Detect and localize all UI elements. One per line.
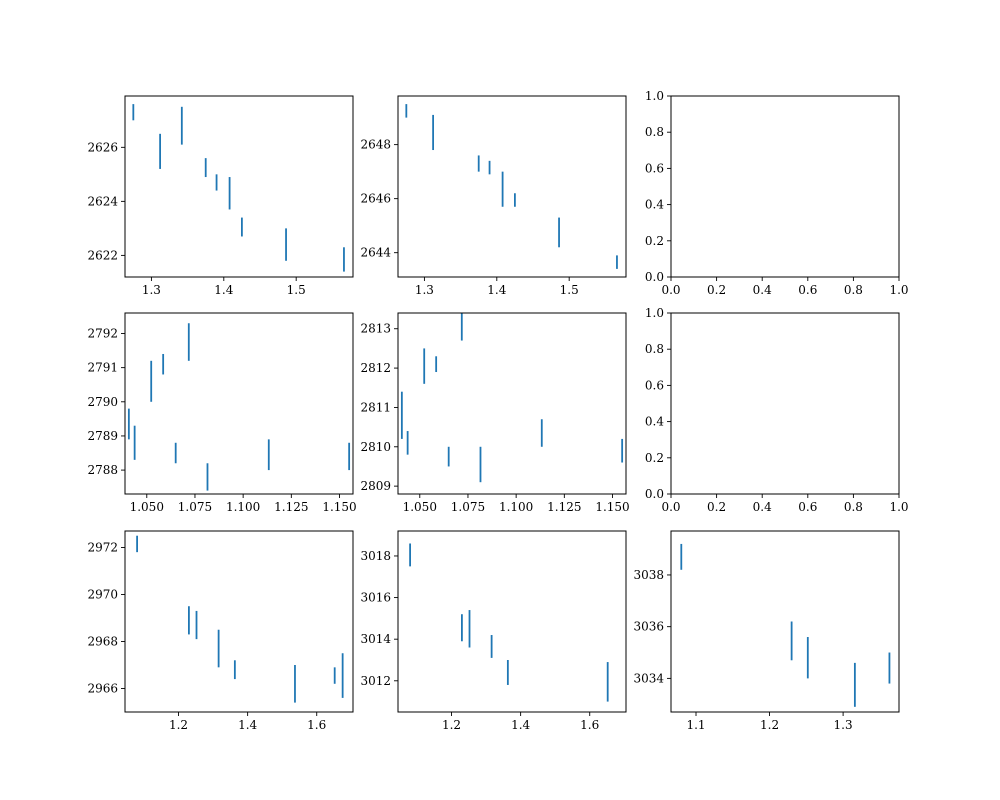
axes-frame: [397, 530, 627, 713]
subplot-r0-c2: 0.0 0.2 0.4 0.6 0.8 1.0 0.0 0.2 0.4 0.6 0.8 1.0: [645, 89, 909, 297]
subplot-r2-c2: 1.1 1.2 1.3 3034 3036 3038: [633, 530, 900, 732]
x-tick-label: 0.8: [844, 500, 863, 514]
x-tick-label: 1.125: [547, 500, 581, 514]
axes-frame: [397, 95, 627, 278]
axes-frame: [124, 312, 354, 495]
x-tick-label: 1.050: [130, 500, 164, 514]
x-tick-label: 1.075: [451, 500, 485, 514]
x-tick-label: 0.2: [707, 500, 726, 514]
y-tick-label: 0.2: [645, 451, 664, 465]
x-tick-label: 1.4: [487, 283, 506, 297]
x-tick-label: 1.4: [511, 718, 530, 732]
axes-frame: [124, 95, 354, 278]
y-tick-label: 2811: [360, 400, 391, 414]
x-tick-label: 1.5: [560, 283, 579, 297]
y-tick-label: 2791: [87, 361, 118, 375]
subplot-r1-c1: 1.050 1.075 1.100 1.125 1.150 2809 2810 2811 281…: [360, 312, 630, 514]
y-tick-label: 2968: [87, 634, 118, 648]
y-tick-label: 2646: [360, 192, 391, 206]
subplot-r1-c0: 1.050 1.075 1.100 1.125 1.150 2788 2789 2790 279…: [87, 312, 357, 514]
y-tick-label: 3034: [633, 671, 664, 685]
x-tick-label: 0.6: [798, 283, 817, 297]
x-tick-label: 1.0: [889, 283, 908, 297]
subplot-r0-c0: 1.3 1.4 1.5 2622 2624 2626: [87, 95, 354, 297]
y-tick-label: 2812: [360, 361, 391, 375]
x-tick-label: 0.0: [661, 283, 680, 297]
axes-frame: [670, 95, 900, 278]
y-tick-label: 0.2: [645, 234, 664, 248]
x-tick-label: 1.0: [889, 500, 908, 514]
y-tick-label: 3016: [360, 591, 391, 605]
x-tick-label: 0.4: [753, 283, 772, 297]
y-tick-label: 0.6: [645, 161, 664, 175]
subplot-r0-c1: 1.3 1.4 1.5 2644 2646 2648: [360, 95, 627, 297]
y-tick-label: 0.4: [645, 415, 664, 429]
y-tick-label: 3038: [633, 568, 664, 582]
y-tick-label: 2626: [87, 140, 118, 154]
subplot-r2-c0: 1.2 1.4 1.6 2966 2968 2970 2972: [87, 530, 354, 732]
y-tick-label: 1.0: [645, 306, 664, 320]
y-tick-label: 0.8: [645, 125, 664, 139]
y-tick-label: 2792: [87, 326, 118, 340]
y-tick-label: 2622: [87, 248, 118, 262]
x-tick-label: 1.6: [580, 718, 599, 732]
x-tick-label: 1.4: [214, 283, 233, 297]
y-tick-label: 2788: [87, 463, 118, 477]
y-tick-label: 2644: [360, 246, 391, 260]
y-tick-label: 2624: [87, 194, 118, 208]
x-tick-label: 1.2: [169, 718, 188, 732]
x-tick-label: 1.4: [238, 718, 257, 732]
x-tick-label: 1.150: [322, 500, 356, 514]
x-tick-label: 1.5: [287, 283, 306, 297]
x-tick-label: 1.150: [595, 500, 629, 514]
x-tick-label: 1.050: [403, 500, 437, 514]
y-tick-label: 0.4: [645, 198, 664, 212]
axes-frame: [670, 530, 900, 713]
x-tick-label: 1.100: [226, 500, 260, 514]
x-tick-label: 1.2: [760, 718, 779, 732]
x-tick-label: 0.8: [844, 283, 863, 297]
y-tick-label: 2809: [360, 479, 391, 493]
x-tick-label: 0.4: [753, 500, 772, 514]
y-tick-label: 3018: [360, 549, 391, 563]
axes-frame: [397, 312, 627, 495]
y-tick-label: 0.0: [645, 270, 664, 284]
subplot-r2-c1: 1.2 1.4 1.6 3012 3014 3016 3018: [360, 530, 627, 732]
axes-frame: [124, 530, 354, 713]
x-tick-label: 1.3: [142, 283, 161, 297]
y-tick-label: 2813: [360, 322, 391, 336]
x-tick-label: 1.125: [274, 500, 308, 514]
y-tick-label: 2970: [87, 587, 118, 601]
x-tick-label: 1.100: [499, 500, 533, 514]
y-tick-label: 0.0: [645, 487, 664, 501]
y-tick-label: 3012: [360, 674, 391, 688]
x-tick-label: 0.6: [798, 500, 817, 514]
y-tick-label: 3036: [633, 620, 664, 634]
y-tick-label: 2789: [87, 429, 118, 443]
y-tick-label: 3014: [360, 632, 391, 646]
x-tick-label: 1.3: [834, 718, 853, 732]
x-tick-label: 1.2: [442, 718, 461, 732]
y-tick-label: 2810: [360, 440, 391, 454]
x-tick-label: 1.6: [307, 718, 326, 732]
y-tick-label: 0.6: [645, 378, 664, 392]
y-tick-label: 2790: [87, 395, 118, 409]
x-tick-label: 0.0: [661, 500, 680, 514]
axes-frame: [670, 312, 900, 495]
y-tick-label: 1.0: [645, 89, 664, 103]
x-tick-label: 1.1: [686, 718, 705, 732]
y-tick-label: 2648: [360, 138, 391, 152]
x-tick-label: 1.3: [415, 283, 434, 297]
x-tick-label: 0.2: [707, 283, 726, 297]
y-tick-label: 2966: [87, 681, 118, 695]
y-tick-label: 2972: [87, 540, 118, 554]
subplot-r1-c2: 0.0 0.2 0.4 0.6 0.8 1.0 0.0 0.2 0.4 0.6 0.8 1.0: [645, 306, 909, 514]
y-tick-label: 0.8: [645, 342, 664, 356]
x-tick-label: 1.075: [178, 500, 212, 514]
